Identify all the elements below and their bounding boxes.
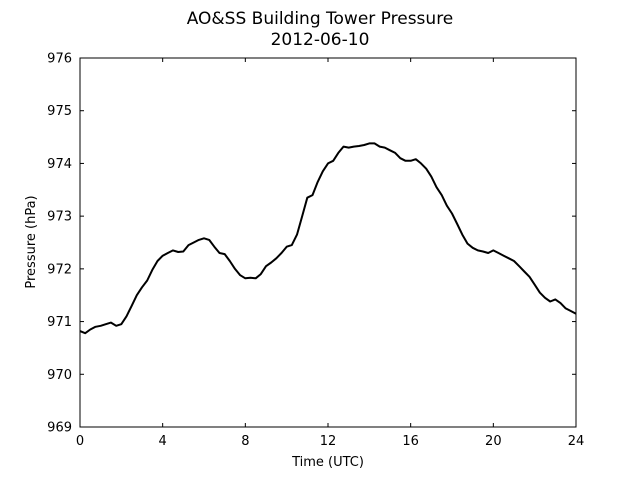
x-tick-label: 24: [568, 434, 585, 449]
y-tick-label: 976: [47, 52, 72, 67]
chart-title: AO&SS Building Tower Pressure: [187, 9, 454, 29]
x-tick-label: 4: [159, 434, 167, 449]
x-axis-label: Time (UTC): [291, 455, 364, 470]
y-tick-label: 972: [47, 262, 72, 277]
chart-subtitle: 2012-06-10: [271, 30, 370, 50]
y-tick-label: 969: [47, 421, 72, 436]
y-axis-ticks: 969 970 971 972 973 974 975 976: [47, 52, 576, 436]
y-tick-label: 975: [47, 104, 72, 119]
y-axis-label: Pressure (hPa): [24, 195, 39, 288]
x-tick-label: 12: [320, 434, 337, 449]
x-tick-label: 16: [402, 434, 419, 449]
x-tick-label: 0: [76, 434, 84, 449]
x-tick-label: 8: [241, 434, 249, 449]
plot-frame: [79, 57, 577, 428]
y-tick-label: 970: [47, 368, 72, 383]
y-tick-label: 971: [47, 315, 72, 330]
y-tick-label: 973: [47, 210, 72, 225]
y-tick-label: 974: [47, 157, 72, 172]
x-axis-ticks: 0 4 8 12 16 20 24: [76, 58, 584, 449]
x-tick-label: 20: [485, 434, 502, 449]
pressure-series-line: [79, 142, 577, 335]
